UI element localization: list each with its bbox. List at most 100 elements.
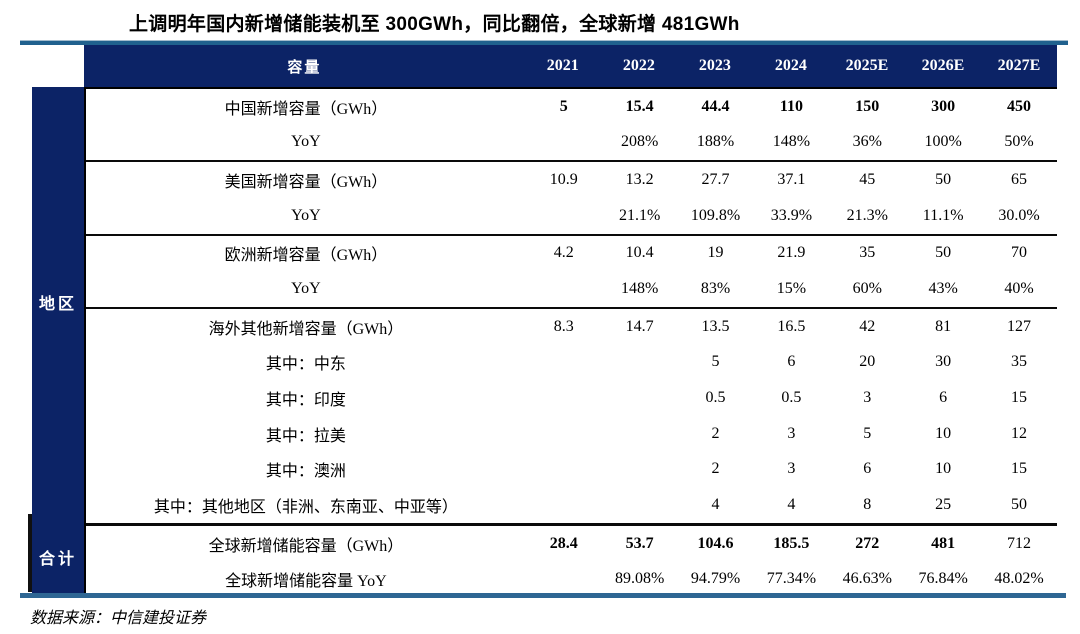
value-cell: 50 — [935, 244, 952, 262]
value-cell: 50 — [1011, 495, 1028, 513]
value-cell: 27.7 — [701, 171, 730, 189]
value-cell: 6 — [863, 460, 872, 478]
value-cell: 14.7 — [625, 317, 654, 335]
value-cell: 2 — [711, 424, 720, 442]
value-cell: 77.34% — [766, 570, 817, 588]
table-row: YoY 148% 83% 15% 60% 43% 40% — [86, 271, 1057, 307]
value-cell: 60% — [852, 280, 882, 298]
value-cell: 48.02% — [994, 570, 1044, 588]
value-cell: 188% — [696, 133, 735, 151]
value-cell: 35 — [859, 244, 876, 262]
value-cell: 33.9% — [770, 206, 813, 224]
row-group-sidebar: 地区 合计 — [32, 87, 84, 597]
value-cell: 300 — [931, 97, 956, 115]
value-cell: 12 — [1011, 424, 1028, 442]
value-cell: 5 — [863, 424, 872, 442]
value-cell: 10 — [935, 424, 952, 442]
value-cell: 83% — [700, 280, 731, 298]
value-cell — [526, 198, 602, 234]
table-row: 中国新增容量（GWh） 5 15.4 44.4 110 150 300 450 — [86, 89, 1057, 125]
value-cell: 3 — [787, 424, 796, 442]
value-cell: 11.1% — [922, 206, 964, 224]
value-cell: 19 — [707, 244, 724, 262]
value-cell — [526, 487, 602, 523]
value-cell — [526, 344, 602, 380]
row-label: YoY — [291, 206, 321, 224]
table-row: 全球新增储能容量 YoY 89.08% 94.79% 77.34% 46.63% 76.8… — [86, 561, 1057, 597]
value-cell: 28.4 — [549, 534, 578, 552]
value-cell: 81 — [935, 317, 952, 335]
value-cell: 16.5 — [777, 317, 806, 335]
table-title: 上调明年国内新增储能装机至 300GWh，同比翻倍，全球新增 481GWh — [129, 14, 740, 35]
value-cell: 89.08% — [615, 570, 665, 588]
header-cell-year: 2024 — [774, 57, 807, 74]
table-row: YoY 21.1% 109.8% 33.9% 21.3% 11.1% 30.0% — [86, 198, 1057, 234]
value-cell — [526, 380, 602, 416]
table-row: 其中：拉美 2 3 5 10 12 — [86, 416, 1057, 452]
value-cell: 8 — [863, 495, 872, 513]
value-cell — [602, 487, 678, 523]
value-cell: 8.3 — [553, 317, 574, 335]
value-cell — [526, 416, 602, 452]
row-label: 全球新增储能容量（GWh） — [208, 537, 404, 555]
row-label: 美国新增容量（GWh） — [224, 174, 388, 192]
value-cell: 35 — [1011, 353, 1028, 371]
value-cell — [602, 451, 678, 487]
value-cell: 10.9 — [549, 171, 578, 189]
value-cell: 150 — [855, 97, 880, 115]
row-label: 其中：中东 — [265, 356, 346, 374]
header-cell-year: 2025E — [845, 57, 889, 74]
value-cell: 20 — [859, 353, 876, 371]
row-label: 海外其他新增容量（GWh） — [208, 320, 404, 338]
value-cell: 44.4 — [701, 97, 730, 115]
value-cell: 13.5 — [701, 317, 730, 335]
value-cell: 25 — [935, 495, 952, 513]
value-cell: 127 — [1007, 317, 1032, 335]
header-cell-year: 2021 — [546, 57, 579, 74]
value-cell: 37.1 — [777, 171, 806, 189]
value-cell: 0.5 — [781, 388, 802, 406]
value-cell: 40% — [1004, 280, 1034, 298]
value-cell: 100% — [924, 133, 962, 151]
row-label: YoY — [291, 133, 321, 151]
value-cell: 109.8% — [690, 206, 741, 224]
table-row: 其中：中东 5 6 20 30 35 — [86, 344, 1057, 380]
value-cell: 148% — [621, 280, 659, 298]
value-cell: 15.4 — [625, 97, 654, 115]
value-cell: 2 — [711, 460, 720, 478]
row-group-total-label: 合计 — [38, 551, 77, 568]
value-cell: 13.2 — [625, 171, 654, 189]
row-label: 欧洲新增容量（GWh） — [224, 247, 388, 265]
value-cell — [602, 344, 678, 380]
table-row: 全球新增储能容量（GWh） 28.4 53.7 104.6 185.5 272 481 712 — [86, 522, 1057, 562]
value-cell: 21.1% — [619, 206, 661, 224]
data-source: 数据来源：中信建投证券 — [30, 610, 207, 627]
value-cell: 4.2 — [553, 244, 574, 262]
table-row: 欧洲新增容量（GWh） 4.2 10.4 19 21.9 35 50 70 — [86, 233, 1057, 272]
value-cell — [526, 561, 602, 597]
value-cell: 46.63% — [842, 570, 892, 588]
value-cell: 712 — [1007, 534, 1032, 552]
row-label: 其中：拉美 — [265, 427, 346, 445]
value-cell: 208% — [621, 133, 659, 151]
row-group-region: 地区 — [32, 87, 84, 517]
value-cell: 104.6 — [697, 534, 734, 552]
value-cell: 0.5 — [705, 388, 726, 406]
value-cell: 70 — [1011, 244, 1028, 262]
value-cell: 50% — [1004, 133, 1034, 151]
table-row: YoY 208% 188% 148% 36% 100% 50% — [86, 125, 1057, 161]
value-cell: 15 — [1011, 388, 1028, 406]
total-section-left-border — [28, 514, 32, 592]
bottom-divider-rule — [20, 593, 1066, 598]
row-group-region-label: 地区 — [38, 296, 77, 313]
value-cell: 5 — [559, 97, 568, 115]
value-cell: 65 — [1011, 171, 1028, 189]
value-cell: 3 — [863, 388, 872, 406]
value-cell — [526, 125, 602, 161]
value-cell: 42 — [859, 317, 876, 335]
row-label: YoY — [291, 280, 321, 298]
header-cell-year: 2027E — [997, 57, 1041, 74]
value-cell: 481 — [931, 534, 956, 552]
row-group-total: 合计 — [32, 517, 84, 597]
table-row: 美国新增容量（GWh） 10.9 13.2 27.7 37.1 45 50 65 — [86, 160, 1057, 198]
